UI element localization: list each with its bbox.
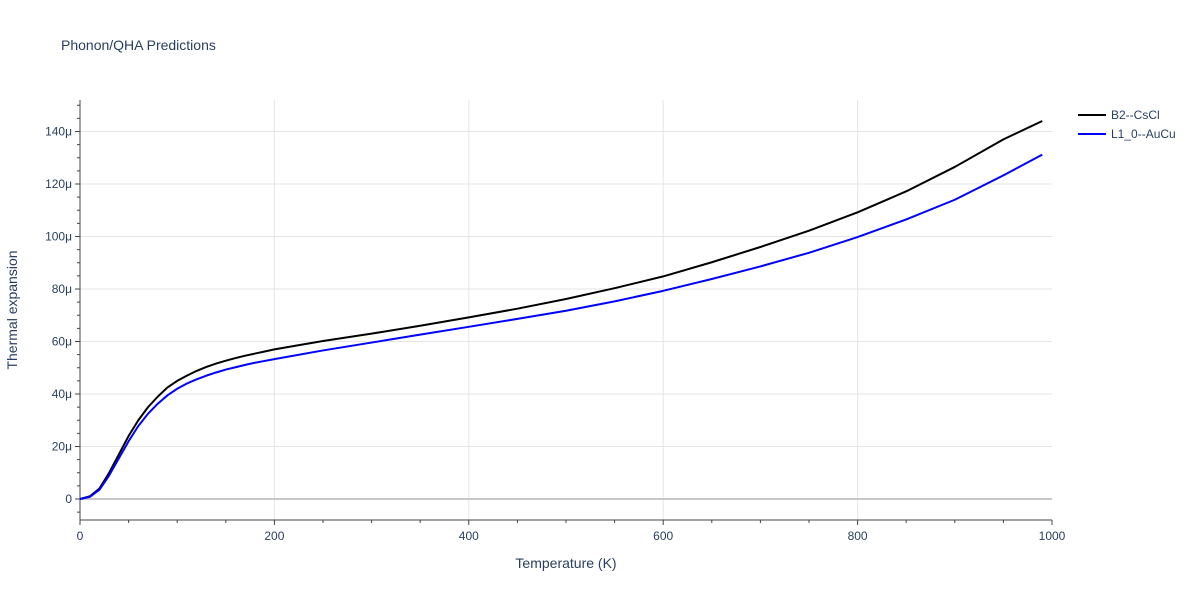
x-tick-label: 200 [264,529,284,543]
y-tick-label: 0 [65,492,72,506]
chart-title: Phonon/QHA Predictions [61,37,216,53]
x-tick-label: 400 [459,529,479,543]
x-tick-label: 1000 [1039,529,1066,543]
series-line-0 [79,120,1043,500]
x-tick-label: 800 [848,529,868,543]
y-tick-label: 40μ [52,387,72,401]
y-tick-label: 20μ [52,440,72,454]
legend-item[interactable]: L1_0--AuCu [1078,127,1176,141]
y-tick-label: 60μ [52,335,72,349]
y-tick-label: 100μ [45,230,72,244]
legend-label: B2--CsCl [1111,108,1160,122]
y-tick-label: 120μ [45,177,72,191]
plot-area [79,120,1043,500]
y-axis-ticks: 0 20μ 40μ 60μ 80μ 100μ 120μ 140μ [45,104,80,513]
series-line-1 [79,153,1043,500]
grid-lines [80,100,1052,520]
x-tick-label: 600 [653,529,673,543]
legend-item[interactable]: B2--CsCl [1078,108,1160,122]
y-tick-label: 140μ [45,125,72,139]
x-axis-title: Temperature (K) [515,555,616,571]
x-axis-ticks: 0 200 400 600 800 1000 [77,520,1066,543]
y-tick-label: 80μ [52,282,72,296]
legend-label: L1_0--AuCu [1111,127,1176,141]
x-tick-label: 0 [77,529,84,543]
legend[interactable]: B2--CsCl L1_0--AuCu [1078,108,1176,141]
y-axis-title: Thermal expansion [4,250,20,369]
